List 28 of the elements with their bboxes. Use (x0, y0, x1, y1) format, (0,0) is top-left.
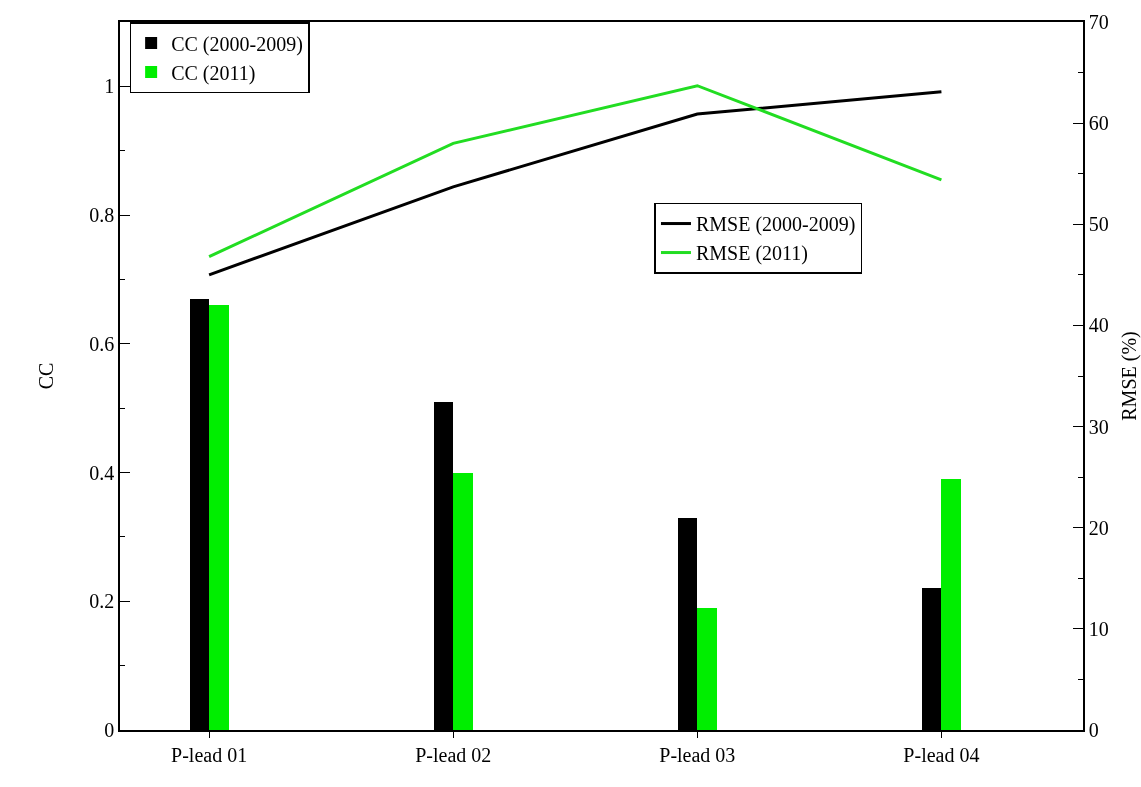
legend-label: CC (2000-2009) (171, 32, 303, 56)
y2-tick-label: 30 (1088, 415, 1109, 438)
legend-label: RMSE (2011) (695, 242, 809, 266)
x-tick-label: P-lead 03 (659, 743, 736, 766)
y2-tick-label: 40 (1088, 314, 1109, 337)
legend-label: CC (2011) (171, 61, 256, 85)
y2-axis-title: RMSE (%) (1118, 331, 1141, 421)
x-tick-label: P-lead 04 (903, 743, 980, 766)
y2-tick-label: 60 (1088, 112, 1109, 135)
y2-tick-label: 0 (1088, 719, 1099, 741)
y-tick-label: 1 (104, 75, 115, 98)
bar (697, 608, 717, 730)
y2-tick-label: 10 (1088, 617, 1109, 640)
y-tick-label: 0.8 (89, 204, 115, 227)
bar (941, 479, 961, 730)
bar (453, 473, 473, 730)
y-axis-title: CC (35, 362, 58, 390)
y-tick-label: 0.4 (89, 461, 115, 484)
x-tick-label: P-lead 02 (415, 743, 492, 766)
y2-tick-label: 70 (1088, 11, 1109, 33)
y-tick-label: 0.6 (89, 332, 115, 355)
x-tick-label: P-lead 01 (171, 743, 248, 766)
bar (209, 305, 229, 730)
y-tick-label: 0 (104, 719, 115, 741)
y2-tick-label: 20 (1088, 516, 1109, 539)
y-tick-label: 0.2 (89, 590, 115, 613)
y2-tick-label: 50 (1088, 213, 1109, 236)
legend-label: RMSE (2000-2009) (695, 213, 856, 237)
